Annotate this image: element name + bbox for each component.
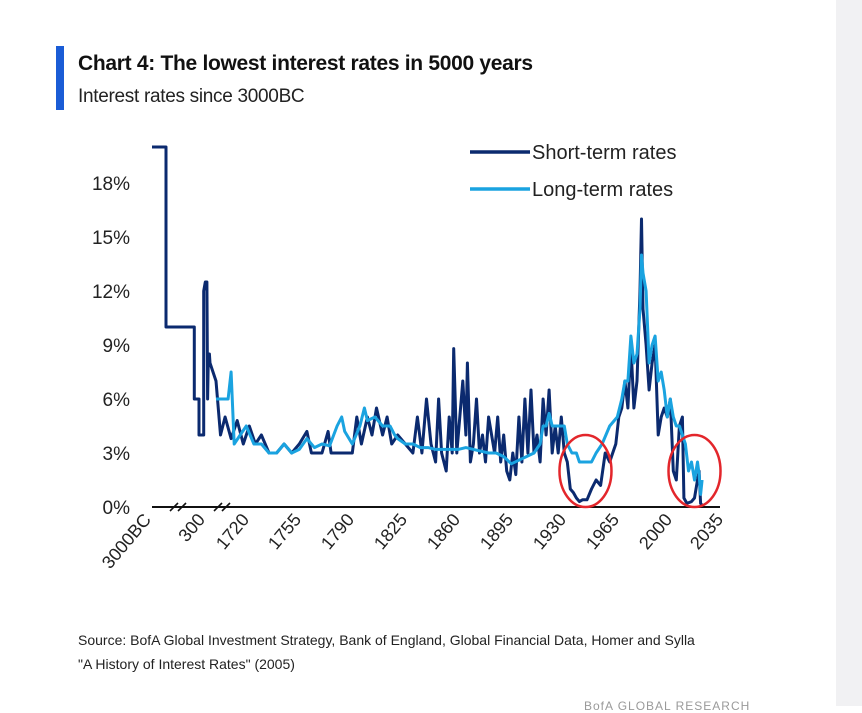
highlight-circle bbox=[558, 433, 613, 509]
y-axis-ticks: 0% 3% 6% 9% 12% 15% 18% bbox=[92, 174, 130, 519]
y-tick-label: 9% bbox=[103, 336, 131, 357]
y-tick-label: 0% bbox=[103, 498, 131, 519]
x-tick-label: 1825 bbox=[370, 510, 411, 554]
x-tick-label: 1720 bbox=[212, 510, 253, 554]
x-tick-label: 1755 bbox=[264, 510, 305, 554]
legend-label: Short-term rates bbox=[532, 142, 676, 164]
source-line-1: Source: BofA Global Investment Strategy,… bbox=[78, 632, 695, 648]
y-tick-label: 15% bbox=[92, 228, 130, 249]
x-tick-label: 1930 bbox=[529, 510, 570, 554]
footer-brand: BofA GLOBAL RESEARCH bbox=[584, 699, 751, 713]
annotations bbox=[558, 433, 722, 509]
x-tick-label: 1895 bbox=[476, 510, 517, 554]
x-tick-label: 2035 bbox=[686, 510, 727, 554]
y-tick-label: 3% bbox=[103, 444, 131, 465]
y-tick-label: 12% bbox=[92, 282, 130, 303]
title-accent-bar bbox=[56, 46, 64, 110]
x-tick-label: 3000BC bbox=[98, 510, 155, 573]
source-line-2: "A History of Interest Rates" (2005) bbox=[78, 656, 295, 672]
right-edge-panel bbox=[836, 0, 862, 706]
y-tick-label: 18% bbox=[92, 174, 130, 195]
legend: Short-term rates Long-term rates bbox=[470, 142, 676, 201]
x-tick-label: 2000 bbox=[635, 510, 676, 554]
x-tick-label: 1790 bbox=[317, 510, 358, 554]
x-axis bbox=[152, 502, 720, 512]
y-tick-label: 6% bbox=[103, 390, 131, 411]
legend-label: Long-term rates bbox=[532, 179, 673, 201]
chart-subtitle: Interest rates since 3000BC bbox=[78, 86, 305, 107]
axis-break-mark bbox=[177, 502, 187, 512]
axis-break-mark bbox=[213, 502, 223, 512]
x-tick-label: 1965 bbox=[582, 510, 623, 554]
x-tick-label: 300 bbox=[174, 510, 209, 546]
axis-break-mark bbox=[169, 502, 179, 512]
chart-title: Chart 4: The lowest interest rates in 50… bbox=[78, 52, 533, 75]
source-note: Source: BofA Global Investment Strategy,… bbox=[78, 628, 818, 676]
long-term-rates-line bbox=[216, 253, 704, 496]
x-axis-ticks: 3000BC 300 1720 1755 1790 1825 1860 1895 1930 196… bbox=[98, 510, 727, 573]
highlight-circle bbox=[667, 433, 722, 509]
x-tick-label: 1860 bbox=[423, 510, 464, 554]
series-lines bbox=[152, 145, 704, 507]
axis-break-mark bbox=[221, 502, 231, 512]
